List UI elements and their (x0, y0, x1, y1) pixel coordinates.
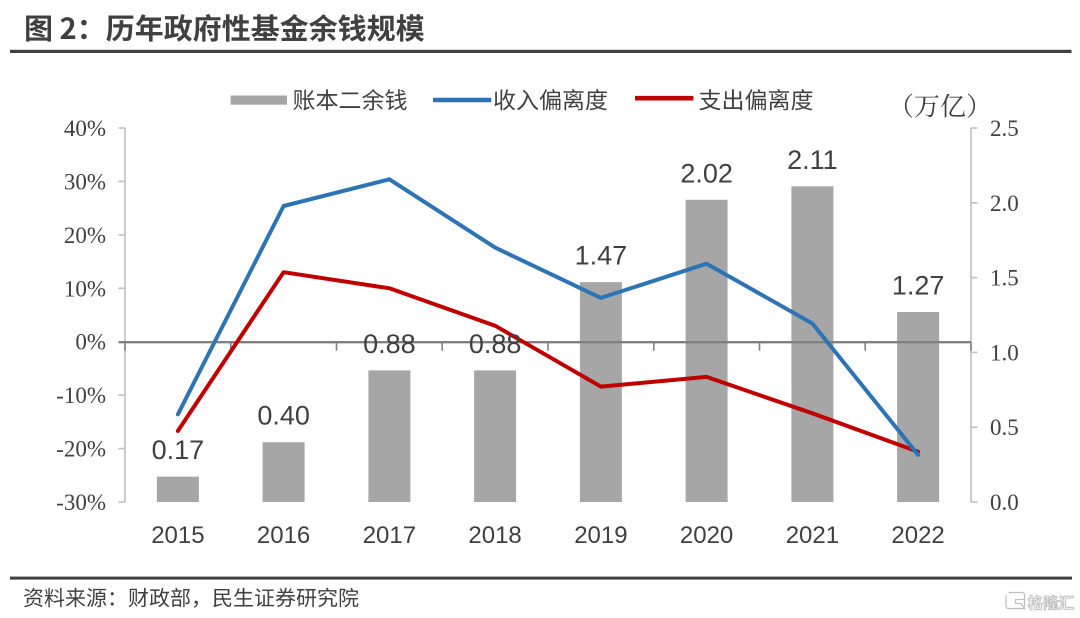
svg-text:1.27: 1.27 (892, 271, 945, 301)
svg-text:2.11: 2.11 (787, 145, 838, 175)
svg-text:1.0: 1.0 (990, 340, 1019, 365)
svg-text:0.0: 0.0 (990, 490, 1019, 515)
svg-text:2015: 2015 (151, 522, 204, 549)
svg-text:0.5: 0.5 (990, 415, 1019, 440)
svg-text:2022: 2022 (891, 522, 944, 549)
svg-text:20%: 20% (64, 223, 106, 248)
svg-text:0.88: 0.88 (469, 329, 522, 359)
svg-text:-20%: -20% (56, 437, 106, 462)
svg-text:1.47: 1.47 (575, 241, 628, 271)
svg-text:30%: 30% (64, 169, 106, 194)
svg-text:-30%: -30% (56, 490, 106, 515)
svg-text:2017: 2017 (363, 522, 416, 549)
svg-text:2.5: 2.5 (990, 116, 1019, 141)
svg-text:0.17: 0.17 (152, 435, 205, 465)
svg-text:1.5: 1.5 (990, 266, 1019, 291)
svg-text:10%: 10% (64, 276, 106, 301)
svg-text:2016: 2016 (257, 522, 310, 549)
svg-text:0%: 0% (75, 330, 106, 355)
svg-text:2.02: 2.02 (680, 158, 733, 188)
svg-text:-10%: -10% (56, 383, 106, 408)
svg-text:2021: 2021 (786, 522, 839, 549)
svg-text:0.40: 0.40 (257, 401, 310, 431)
svg-text:2019: 2019 (574, 522, 627, 549)
svg-text:40%: 40% (64, 116, 106, 141)
svg-text:0.88: 0.88 (363, 329, 416, 359)
svg-text:2.0: 2.0 (990, 191, 1019, 216)
svg-text:2020: 2020 (680, 522, 733, 549)
svg-text:2018: 2018 (468, 522, 521, 549)
